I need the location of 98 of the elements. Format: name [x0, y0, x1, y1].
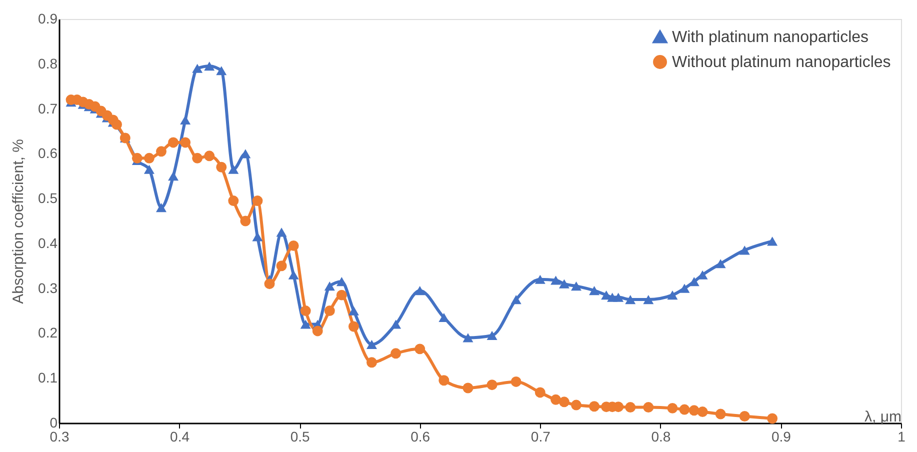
point	[240, 216, 251, 226]
point	[324, 282, 335, 291]
y-tick-label: 0	[50, 414, 58, 430]
point	[180, 137, 191, 148]
point	[168, 137, 179, 148]
point	[156, 202, 166, 212]
point	[324, 306, 335, 316]
point	[276, 260, 287, 272]
point	[510, 295, 522, 304]
point	[679, 404, 690, 415]
y-tick-label: 0.9	[38, 10, 58, 26]
y-tick-label: 0.1	[38, 370, 58, 386]
point	[312, 326, 323, 336]
point	[168, 172, 179, 181]
y-tick-label: 0.6	[38, 145, 58, 162]
point	[252, 196, 263, 206]
point	[300, 320, 311, 329]
point	[144, 164, 154, 174]
y-tick-label: 0.2	[38, 324, 58, 341]
point	[462, 382, 474, 394]
point	[228, 164, 239, 174]
point	[288, 240, 299, 251]
point	[534, 387, 546, 398]
x-tick-label: 0.4	[170, 428, 190, 444]
point	[156, 146, 166, 157]
point	[739, 246, 750, 255]
point	[264, 278, 275, 290]
point	[643, 402, 654, 413]
point	[558, 396, 570, 408]
point	[216, 162, 227, 172]
point	[348, 321, 359, 332]
point	[414, 286, 426, 296]
y-tick-label: 0.8	[38, 55, 58, 72]
point	[767, 236, 778, 246]
x-tick-label: 0.7	[530, 428, 551, 444]
x-tick-label: 0.5	[290, 428, 310, 444]
point	[688, 277, 700, 286]
point	[625, 402, 636, 413]
point	[697, 406, 708, 418]
point	[438, 312, 450, 322]
point	[589, 286, 600, 296]
point	[767, 413, 778, 424]
y-tick-label: 0.7	[38, 100, 58, 116]
point	[336, 290, 347, 300]
point	[715, 408, 726, 420]
y-tick-label: 0.4	[38, 234, 58, 251]
y-tick-label: 0.3	[38, 280, 58, 296]
point	[366, 357, 377, 368]
point	[739, 411, 750, 422]
point	[132, 152, 142, 164]
x-tick-label: 1	[898, 428, 906, 444]
point	[570, 282, 582, 291]
point	[589, 401, 600, 412]
point	[366, 340, 377, 349]
x-axis-title: λ, μm	[864, 408, 902, 426]
x-tick-label: 0.8	[651, 428, 671, 444]
point	[510, 376, 522, 387]
x-tick-label: 0.9	[771, 428, 792, 444]
point	[204, 150, 215, 162]
point	[715, 259, 726, 268]
point	[228, 196, 239, 206]
point	[336, 277, 347, 286]
point	[558, 279, 570, 288]
point	[216, 66, 227, 76]
point	[613, 292, 624, 302]
point	[414, 344, 426, 354]
point	[288, 270, 299, 280]
legend-label: With platinum nanoparticles	[672, 29, 869, 46]
point	[390, 320, 402, 329]
point	[348, 306, 359, 316]
point	[486, 380, 498, 390]
point	[252, 232, 263, 242]
point	[438, 375, 450, 386]
point	[390, 348, 402, 359]
point	[679, 284, 690, 293]
point	[570, 400, 582, 410]
point	[534, 274, 546, 284]
point	[180, 115, 191, 125]
point	[486, 330, 498, 340]
point	[550, 276, 562, 285]
point	[462, 333, 474, 342]
x-tick-label: 0.6	[410, 428, 430, 444]
point	[625, 295, 636, 304]
point	[192, 152, 203, 164]
y-tick-label: 0.5	[38, 190, 58, 206]
y-axis-title: Absorption coefficient, %	[10, 139, 28, 304]
point	[667, 402, 678, 414]
point	[144, 152, 154, 164]
point	[300, 306, 311, 316]
point	[204, 62, 215, 71]
point	[667, 290, 678, 300]
point	[192, 64, 203, 73]
point	[550, 394, 562, 405]
point	[276, 228, 287, 237]
legend-label: Without platinum nanoparticles	[672, 54, 891, 71]
x-tick-label: 0.3	[50, 428, 70, 444]
point	[643, 295, 654, 304]
point	[111, 119, 122, 130]
